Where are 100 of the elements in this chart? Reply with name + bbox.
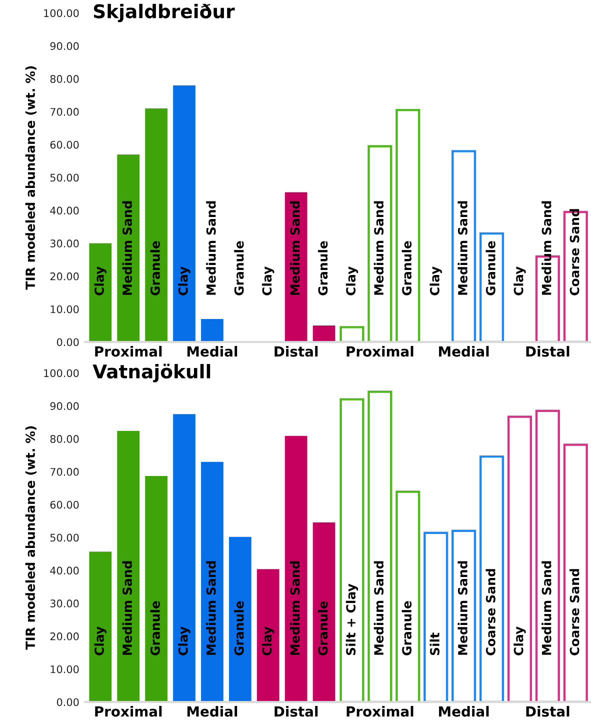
bar <box>117 154 140 342</box>
x-tick-label: Granule <box>150 601 160 656</box>
x-tick-label: Granule <box>234 241 244 296</box>
bar <box>173 414 196 702</box>
text: Distal <box>526 706 570 717</box>
x-tick-label: Medium Sand <box>458 561 468 655</box>
y-tick-label: 80.00 <box>50 75 79 83</box>
bar <box>479 232 504 342</box>
x-tick-label: Medium Sand <box>542 561 552 655</box>
x-tick-label: Medium Sand <box>206 561 216 655</box>
x-tick-label: Medium Sand <box>374 201 384 295</box>
text: Proximal <box>95 346 162 357</box>
x-tick-label: Medium Sand <box>458 201 468 295</box>
x-tick-label: Clay <box>262 266 274 296</box>
chart-title: Skjaldbreiður <box>94 4 235 22</box>
bar <box>228 536 252 702</box>
bar <box>312 326 336 342</box>
bar <box>340 326 364 342</box>
bar <box>479 455 504 702</box>
bar <box>368 390 392 702</box>
x-tick-label: Coarse Sand <box>570 209 580 296</box>
x-tick-label: Granule <box>150 241 160 296</box>
x-tick-label: Medium Sand <box>542 201 552 295</box>
y-tick-label: 50.00 <box>50 174 79 182</box>
bar <box>396 490 420 702</box>
y-tick-label: 40.00 <box>50 206 79 215</box>
x-tick-label: Clay <box>262 626 274 656</box>
bar <box>424 532 448 702</box>
y-tick-label: 0.00 <box>56 698 79 706</box>
bar <box>535 410 560 702</box>
text: Distal <box>274 346 318 357</box>
text: Medial <box>187 346 238 357</box>
y-axis-title: TIR modeled abundance (wt. %) <box>25 426 36 650</box>
y-axis-title: TIR modeled abundance (wt. %) <box>25 66 36 290</box>
y-tick-label: 80.00 <box>50 435 79 443</box>
y-tick-label: 90.00 <box>50 402 79 410</box>
y-tick-label: 100.00 <box>44 369 79 378</box>
x-tick-label: Granule <box>486 241 496 296</box>
x-tick-label: Medium Sand <box>206 201 216 295</box>
bar <box>89 243 112 342</box>
y-tick-label: 60.00 <box>50 140 79 149</box>
bar <box>452 530 476 702</box>
y-tick-label: 30.00 <box>50 600 79 608</box>
y-tick-label: 30.00 <box>50 240 79 248</box>
x-tick-label: Clay <box>514 266 526 296</box>
bar <box>201 318 224 342</box>
x-tick-label: Clay <box>514 626 526 656</box>
bar <box>201 462 224 702</box>
text: Proximal <box>346 346 414 357</box>
y-tick-label: 20.00 <box>50 272 79 280</box>
text: Medial <box>187 706 238 717</box>
bar <box>563 444 588 702</box>
y-tick-label: 70.00 <box>50 108 79 116</box>
y-tick-label: 90.00 <box>50 42 79 50</box>
text: Proximal <box>95 706 162 717</box>
y-tick-label: 40.00 <box>50 566 79 575</box>
x-tick-label: Granule <box>318 601 328 656</box>
x-tick-label: Medium Sand <box>122 201 132 295</box>
bar <box>368 145 392 342</box>
y-tick-label: 10.00 <box>50 305 79 314</box>
bar <box>173 85 196 342</box>
x-tick-label: Medium Sand <box>374 561 384 655</box>
bar <box>507 416 532 702</box>
x-tick-label: Medium Sand <box>290 201 300 295</box>
x-tick-label: Medium Sand <box>290 561 300 655</box>
x-tick-label: Granule <box>318 241 328 296</box>
y-tick-label: 100.00 <box>44 9 79 18</box>
bar <box>452 150 476 342</box>
bar <box>312 522 336 702</box>
y-tick-label: 50.00 <box>50 534 79 542</box>
text: Proximal <box>346 706 414 717</box>
x-tick-label: Coarse Sand <box>486 569 496 656</box>
x-tick-label: Silt + Clay <box>346 584 358 656</box>
bar <box>145 108 168 342</box>
x-tick-label: Granule <box>234 601 244 656</box>
text: Medial <box>439 706 489 717</box>
bar <box>145 476 168 702</box>
x-tick-label: Clay <box>178 626 190 656</box>
chart-title: Vatnajökull <box>92 364 210 382</box>
y-tick-label: 20.00 <box>50 632 79 640</box>
x-tick-label: Coarse Sand <box>570 569 580 656</box>
bar <box>396 108 420 342</box>
text: Distal <box>274 706 318 717</box>
x-tick-label: Granule <box>402 241 412 296</box>
bar <box>89 552 112 702</box>
x-tick-label: Clay <box>346 266 358 296</box>
y-tick-label: 60.00 <box>50 500 79 509</box>
y-tick-label: 70.00 <box>50 468 79 476</box>
y-tick-label: 0.00 <box>56 338 79 346</box>
x-tick-label: Clay <box>178 266 190 296</box>
text: Distal <box>526 346 570 357</box>
x-tick-label: Medium Sand <box>122 561 132 655</box>
y-tick-label: 10.00 <box>50 665 79 674</box>
x-tick-label: Clay <box>94 626 106 656</box>
x-tick-label: Granule <box>402 601 412 656</box>
bar <box>256 569 280 702</box>
bar <box>284 436 308 702</box>
text: Medial <box>439 346 489 357</box>
x-tick-label: Clay <box>94 266 106 296</box>
x-tick-label: Clay <box>430 266 442 296</box>
